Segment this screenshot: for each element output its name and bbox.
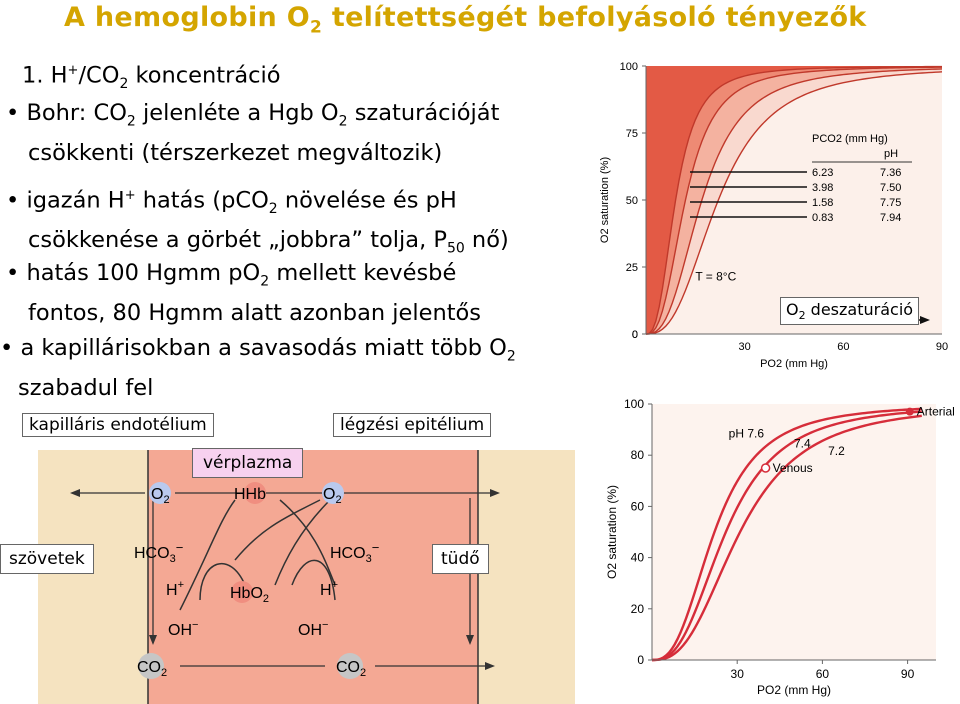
chart1-xtick: 60 xyxy=(837,341,849,353)
section-heading: 1. H+/CO2 koncentráció xyxy=(22,62,281,93)
chart1-curve-2 xyxy=(645,66,943,335)
bullet-bohr: • Bohr: CO2 jelenléte a Hgb O2 szaturáci… xyxy=(6,100,500,166)
chart2-label-74: 7.4 xyxy=(794,437,811,451)
chart2-venous-label: Venous xyxy=(773,461,813,475)
chart2-ytick: 0 xyxy=(637,653,644,667)
tissue-region xyxy=(38,450,148,704)
chart2-ytick: 60 xyxy=(631,499,645,513)
chart2-xtick: 60 xyxy=(816,667,830,681)
o2-label-right: O2 xyxy=(323,486,342,506)
chart1-legend-ph: 7.50 xyxy=(880,182,901,194)
chart2-venous-marker xyxy=(760,463,771,473)
chart2-ytick: 40 xyxy=(631,551,645,565)
chart1-curve-3 xyxy=(645,65,943,335)
chart2-ytick: 80 xyxy=(631,448,645,462)
oh-label-right: OH− xyxy=(298,619,328,639)
chart1-legend-h1: PCO2 (mm Hg) xyxy=(812,133,888,145)
bullet-capillary: • a kapillárisokban a savasodás miatt tö… xyxy=(0,335,516,401)
hco3-label-left: HCO3− xyxy=(134,540,183,565)
chart1-ytick: 0 xyxy=(632,329,638,341)
chart1-ytick: 50 xyxy=(626,195,638,207)
chart1-ytick: 75 xyxy=(626,128,638,140)
chart1-legend-ph: 7.36 xyxy=(880,167,901,179)
hbo2-label: HbO2 xyxy=(230,585,269,605)
co2-label-left: CO2 xyxy=(137,659,167,679)
chart1-curve-1 xyxy=(645,68,943,335)
chart1-legend-h2: pH xyxy=(884,148,898,160)
chart1-legend-ph: 7.94 xyxy=(880,212,901,224)
chart-ph-curves: 0 20 40 60 80 100 30 60 90 O2 saturation (%) PO2 (… xyxy=(605,397,955,697)
chart1-band-3 xyxy=(646,66,942,334)
chart1-xtick: 90 xyxy=(936,341,948,353)
co2-label-right: CO2 xyxy=(336,659,366,679)
co2-molecule-left xyxy=(138,653,164,679)
oh-label-left: OH− xyxy=(168,619,198,639)
chart2-arterial-marker xyxy=(905,407,914,416)
label-desaturation: O2 deszaturáció xyxy=(780,297,920,326)
chart2-curve-1 xyxy=(651,410,922,662)
label-tissue: szövetek xyxy=(0,544,94,574)
chart1-ylabel: O2 saturation (%) xyxy=(599,157,611,243)
o2-molecule-right xyxy=(322,482,344,504)
chart1-legend-pco2: 3.98 xyxy=(812,182,833,194)
hhb-label: HHb xyxy=(234,486,266,503)
label-lung: tüdő xyxy=(432,544,489,574)
chart1-xlabel: PO2 (mm Hg) xyxy=(760,358,828,370)
chart2-ylabel: O2 saturation (%) xyxy=(605,485,619,579)
co2-molecule-right xyxy=(337,653,363,679)
label-epithelium: légzési epitélium xyxy=(333,413,492,437)
chart2-label-72: 7.2 xyxy=(828,444,845,458)
chart2-xlabel: PO2 (mm Hg) xyxy=(757,683,831,697)
label-endothelium: kapilláris endotélium xyxy=(22,413,214,437)
chart1-legend-pco2: 0.83 xyxy=(812,212,833,224)
hbo2-molecule xyxy=(231,581,253,603)
chart1-ytick: 0 xyxy=(632,329,638,341)
chart1-curve-0 xyxy=(645,71,943,335)
chart2-label-ph76: pH 7.6 xyxy=(729,426,765,440)
o2-molecule-left xyxy=(149,482,171,504)
page-title: A hemoglobin O2 telítettségét befolyásol… xyxy=(64,2,867,38)
chart1-annotation: T = 8°C xyxy=(695,269,736,283)
bullet-h-effect: • igazán H+ hatás (pCO2 növelése és pH c… xyxy=(6,187,509,257)
o2-label-left: O2 xyxy=(151,486,170,506)
chart2-curve-2 xyxy=(651,414,922,662)
chart2-ytick: 20 xyxy=(631,602,645,616)
chart1-ytick: 25 xyxy=(626,262,638,274)
chart2-xtick: 90 xyxy=(901,667,915,681)
chart1-legend-pco2: 1.58 xyxy=(812,197,833,209)
chart1-band-1 xyxy=(646,66,942,334)
chart2-arterial-label: Arterial xyxy=(917,405,955,419)
hplus-label-right: H+ xyxy=(320,579,338,599)
chart1-legend-pco2: 6.23 xyxy=(812,167,833,179)
label-plasma: vérplazma xyxy=(192,448,304,478)
chart2-ytick: 100 xyxy=(624,397,644,411)
chart2-curve-0 xyxy=(651,407,922,662)
bullet-po2-effect: • hatás 100 Hgmm pO2 mellett kevésbé fon… xyxy=(6,260,482,326)
chart1-xtick: 30 xyxy=(739,341,751,353)
hhb-molecule xyxy=(244,482,266,504)
chart1-legend-ph: 7.75 xyxy=(880,197,901,209)
plasma-region xyxy=(148,450,478,704)
hco3-label-right: HCO3− xyxy=(330,540,379,565)
capillary-diagram: O2 HHb O2 HCO3− HCO3− H+ H+ HbO2 OH− OH−… xyxy=(38,450,575,704)
chart1-ytick: 100 xyxy=(620,61,638,73)
hplus-label-left: H+ xyxy=(166,579,184,599)
chart2-xtick: 30 xyxy=(731,667,745,681)
